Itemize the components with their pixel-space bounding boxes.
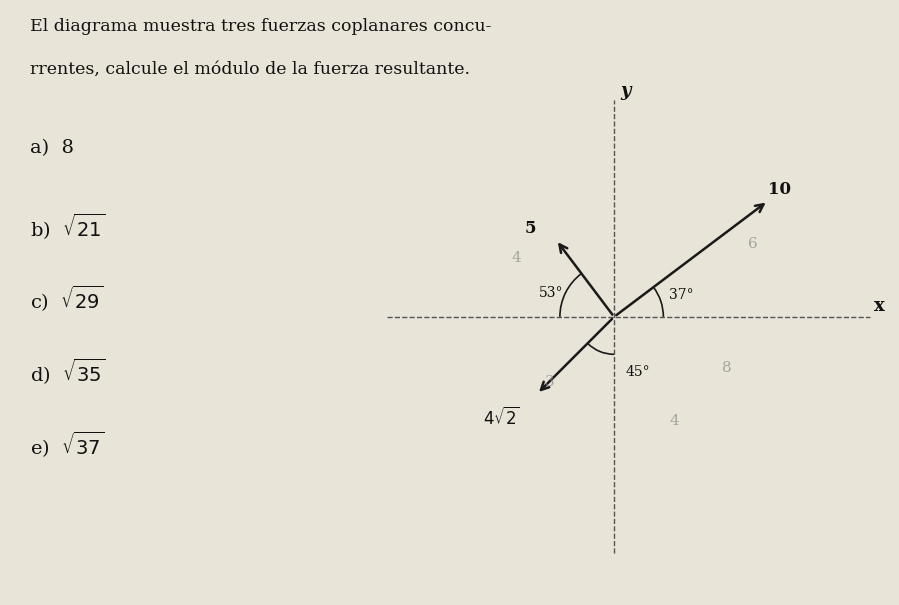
Text: rrentes, calcule el módulo de la fuerza resultante.: rrentes, calcule el módulo de la fuerza … xyxy=(31,60,470,77)
Text: a)  8: a) 8 xyxy=(31,139,75,157)
Text: 53°: 53° xyxy=(539,286,564,300)
Text: $4\sqrt{2}$: $4\sqrt{2}$ xyxy=(483,407,520,428)
Text: 45°: 45° xyxy=(626,365,651,379)
Text: x: x xyxy=(874,297,885,315)
Text: El diagrama muestra tres fuerzas coplanares concu-: El diagrama muestra tres fuerzas coplana… xyxy=(31,18,492,35)
Text: 8: 8 xyxy=(723,361,732,375)
Text: d)  $\sqrt{35}$: d) $\sqrt{35}$ xyxy=(31,357,106,387)
Text: y: y xyxy=(620,82,630,100)
Text: 10: 10 xyxy=(769,180,791,198)
Text: e)  $\sqrt{37}$: e) $\sqrt{37}$ xyxy=(31,430,105,460)
Text: c)  $\sqrt{29}$: c) $\sqrt{29}$ xyxy=(31,284,104,315)
Text: b)  $\sqrt{21}$: b) $\sqrt{21}$ xyxy=(31,212,106,242)
Text: 3: 3 xyxy=(545,375,555,389)
Text: 4: 4 xyxy=(669,414,679,428)
Text: 4: 4 xyxy=(512,250,521,264)
Text: 6: 6 xyxy=(748,237,758,251)
Text: 5: 5 xyxy=(525,220,536,237)
Text: 37°: 37° xyxy=(669,288,694,302)
